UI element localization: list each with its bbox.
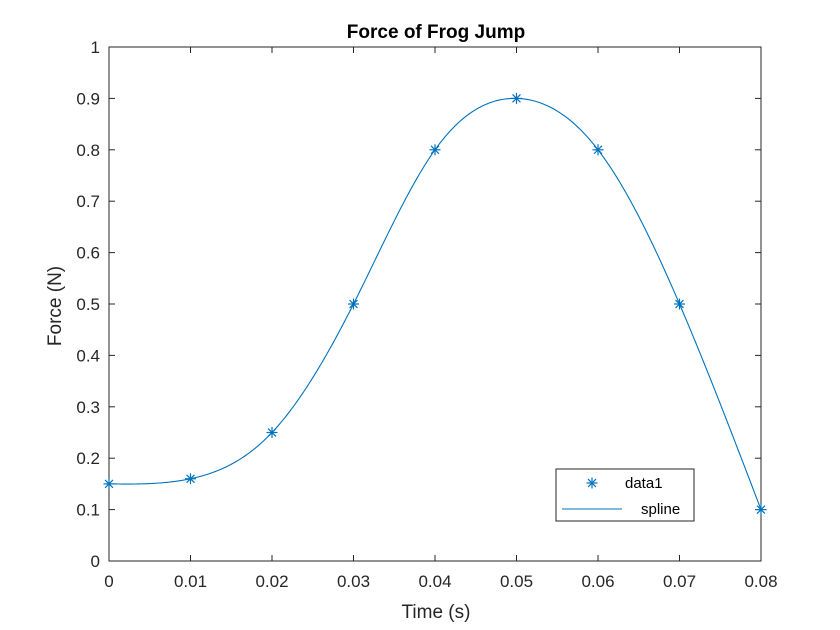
data-point [348,298,359,310]
data-point [185,473,196,485]
legend-asterisk [586,477,598,489]
x-tick-label: 0.08 [744,572,777,591]
legend-label-data1: data1 [625,475,663,492]
axes-box [108,46,762,562]
x-axis-label: Time (s) [402,602,471,623]
data-point [266,427,278,438]
y-tick-label: 0.1 [76,501,100,520]
data-point [511,92,522,104]
legend: data1 spline [555,468,695,522]
x-tick-label: 0.05 [500,572,533,591]
y-tick-label: 0 [91,552,100,571]
y-tick-label: 0.4 [76,346,100,365]
y-axis-label: Force (N) [45,266,66,346]
legend-box [555,468,695,522]
x-tick-label: 0.04 [418,572,451,591]
x-tick-label: 0.03 [337,572,370,591]
y-tick-label: 0.3 [76,398,100,417]
x-tick-label: 0.01 [174,572,207,591]
legend-marker-data1 [586,477,598,489]
y-tick-label: 0.7 [76,192,100,211]
x-tick-label: 0.02 [255,572,288,591]
y-tick-label: 0.6 [76,244,100,263]
legend-label-spline: spline [641,501,680,518]
y-tick-label: 0.8 [76,141,100,160]
data-point [592,144,604,156]
x-tick-label: 0 [104,572,113,591]
data-point [103,478,115,490]
chart-title: Force of Frog Jump [347,22,525,43]
data-point [674,298,685,310]
x-tick-label: 0.06 [581,572,614,591]
x-tick-label: 0.07 [663,572,696,591]
y-tick-label: 1 [91,38,100,57]
y-tick-label: 0.5 [76,295,100,314]
data-point [429,144,441,156]
data1-series [103,92,767,516]
y-tick-label: 0.9 [76,89,100,108]
y-tick-label: 0.2 [76,449,100,468]
axes: 0 0.01 0.02 0.03 0.04 0.05 0.06 0.07 0.08 0 0.1 0.2… [76,38,777,591]
data-point [755,504,767,516]
